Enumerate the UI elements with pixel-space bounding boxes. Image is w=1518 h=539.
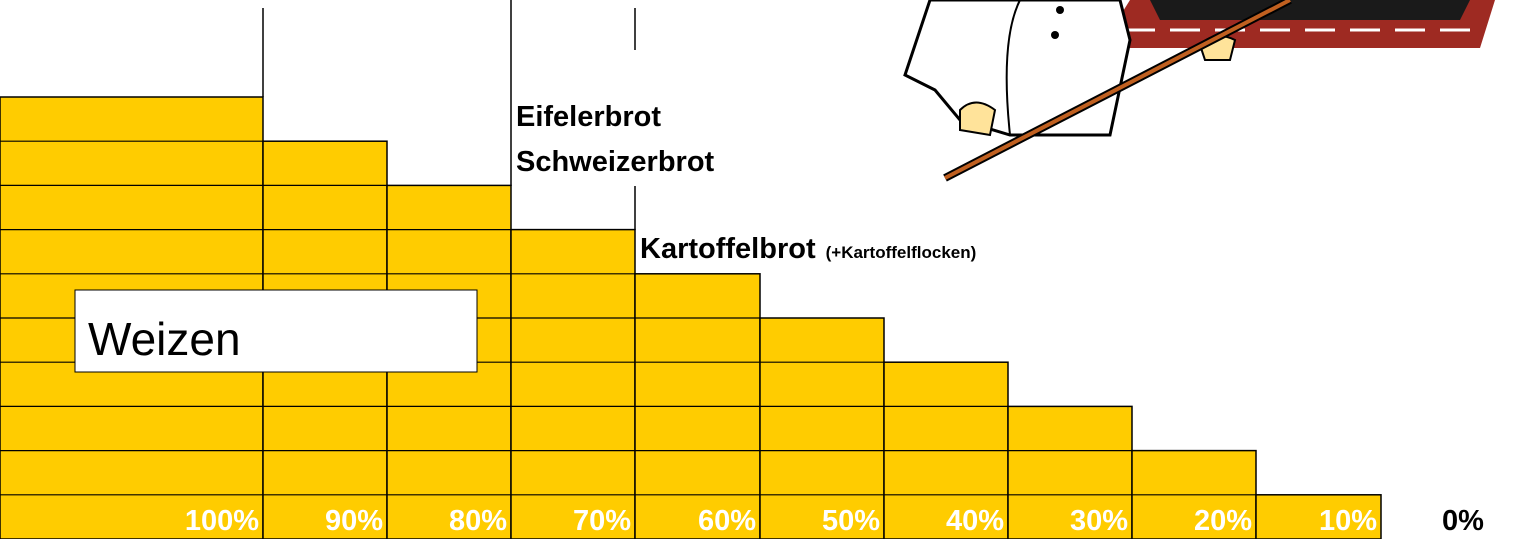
chef-illustration (905, 0, 1495, 178)
x-tick-label: 10% (1319, 505, 1377, 537)
x-tick-label: 70% (573, 505, 631, 537)
annotation: Eifelerbrot (516, 101, 661, 133)
x-tick-label: 80% (449, 505, 507, 537)
annotation: Kartoffelbrot (+Kartoffelflocken) (640, 233, 976, 265)
x-tick-label: 60% (698, 505, 756, 537)
x-tick-label: 20% (1194, 505, 1252, 537)
x-tick-label: 0% (1442, 505, 1484, 537)
annotation-note: (+Kartoffelflocken) (826, 243, 977, 262)
series-label: Weizen (88, 313, 241, 365)
x-tick-label: 100% (185, 505, 259, 537)
x-tick-label: 50% (822, 505, 880, 537)
x-tick-label: 40% (946, 505, 1004, 537)
bar (511, 230, 635, 539)
x-tick-label: 90% (325, 505, 383, 537)
x-tick-label: 30% (1070, 505, 1128, 537)
annotation: Kartoffelbrot (640, 233, 816, 265)
annotation: Schweizerbrot (516, 146, 715, 178)
chart: Eifelerbrot Schweizerbrot Kartoffelbrot (… (0, 0, 1518, 539)
